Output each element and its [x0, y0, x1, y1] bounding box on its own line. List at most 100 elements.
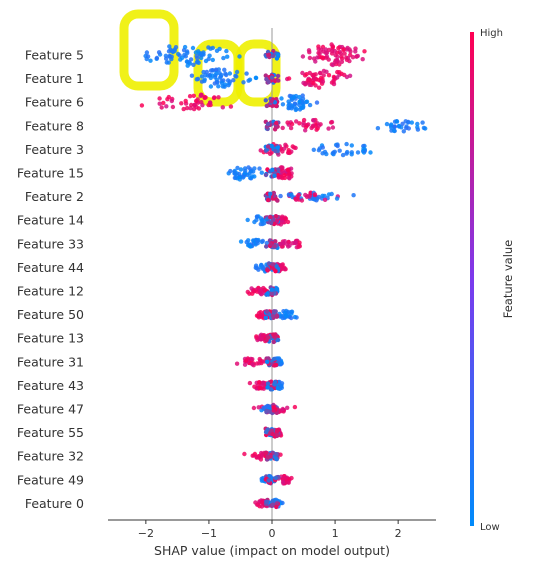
shap-point — [263, 404, 268, 410]
shap-point — [304, 194, 310, 199]
shap-point — [254, 217, 259, 223]
shap-point — [315, 55, 320, 60]
shap-point — [224, 48, 229, 54]
shap-point — [272, 382, 277, 387]
feature-label: Feature 13 — [17, 331, 84, 346]
shap-point — [394, 119, 400, 124]
shap-point — [392, 124, 398, 129]
feature-labels: Feature 5 Feature 1 Feature 6 Feature 8 Feat… — [17, 48, 84, 511]
shap-point — [265, 454, 271, 460]
shap-point — [276, 167, 281, 172]
shap-point — [207, 100, 213, 106]
shap-point — [335, 143, 340, 149]
shap-point — [181, 106, 186, 112]
shap-point — [157, 96, 162, 101]
shap-point — [311, 76, 317, 81]
shap-point — [260, 500, 265, 505]
shap-point — [280, 102, 286, 107]
shap-point — [368, 150, 373, 155]
shap-point — [212, 81, 217, 86]
shap-point — [280, 216, 285, 221]
x-tick-label: 0 — [269, 527, 276, 540]
shap-point — [293, 240, 298, 245]
shap-point — [178, 57, 183, 62]
shap-point — [296, 244, 301, 249]
shap-point — [307, 102, 313, 108]
shap-point — [289, 106, 294, 111]
shap-point — [289, 315, 294, 321]
shap-point — [347, 73, 353, 79]
shap-point — [275, 73, 281, 79]
shap-point — [222, 67, 227, 73]
shap-point — [297, 240, 302, 245]
shap-point — [335, 69, 340, 75]
shap-point — [208, 84, 214, 89]
shap-point — [354, 54, 359, 59]
shap-point — [360, 57, 365, 62]
feature-row-feature-8 — [263, 117, 428, 134]
shap-point — [228, 168, 233, 174]
shap-point — [274, 452, 279, 457]
feature-row-feature-3 — [258, 141, 373, 158]
shap-point — [226, 83, 231, 88]
shap-point — [348, 49, 353, 54]
shap-point — [361, 146, 366, 152]
shap-point — [182, 44, 188, 50]
shap-point — [292, 314, 298, 320]
shap-point — [349, 143, 354, 148]
shap-point — [313, 72, 318, 77]
shap-point — [210, 73, 215, 78]
shap-point — [415, 121, 420, 127]
feature-row-feature-44 — [253, 261, 288, 274]
shap-point — [311, 118, 316, 123]
shap-point — [287, 171, 292, 176]
shap-point — [338, 51, 343, 56]
colorbar-low-label: Low — [480, 522, 500, 533]
shap-point — [307, 70, 312, 76]
shap-point — [257, 356, 262, 362]
shap-point — [243, 168, 248, 174]
shap-point — [225, 78, 231, 83]
feature-label: Feature 0 — [25, 496, 84, 511]
shap-point — [273, 456, 279, 461]
shap-point — [283, 475, 289, 481]
shap-point — [214, 48, 220, 53]
shap-point — [228, 104, 234, 109]
shap-point — [293, 145, 298, 151]
shap-point — [391, 128, 397, 133]
shap-point — [264, 244, 269, 249]
shap-point — [233, 175, 239, 180]
shap-point — [295, 196, 300, 201]
shap-point — [269, 379, 274, 384]
feature-label: Feature 6 — [25, 95, 84, 110]
shap-point — [271, 339, 276, 345]
shap-point — [280, 315, 285, 321]
shap-point — [341, 47, 346, 53]
shap-point — [166, 49, 172, 54]
feature-label: Feature 3 — [25, 142, 84, 157]
shap-point — [317, 70, 323, 76]
feature-row-feature-55 — [263, 426, 284, 439]
shap-point — [353, 49, 358, 54]
shap-point — [263, 98, 268, 103]
shap-point — [263, 450, 269, 456]
shap-point — [303, 128, 308, 133]
shap-point — [294, 119, 299, 124]
shap-point — [264, 103, 269, 109]
shap-point — [216, 84, 221, 89]
shap-point — [280, 406, 285, 412]
shap-point — [144, 56, 149, 62]
shap-point — [332, 60, 338, 65]
shap-point — [322, 149, 328, 155]
shap-point — [345, 45, 350, 51]
shap-point — [252, 166, 257, 171]
shap-point — [267, 151, 273, 156]
shap-point — [263, 429, 269, 435]
shap-point — [307, 78, 312, 83]
shap-point — [317, 146, 322, 151]
shap-point — [220, 105, 225, 110]
shap-point — [259, 504, 265, 509]
shap-point — [264, 240, 269, 246]
shap-point — [271, 309, 277, 314]
